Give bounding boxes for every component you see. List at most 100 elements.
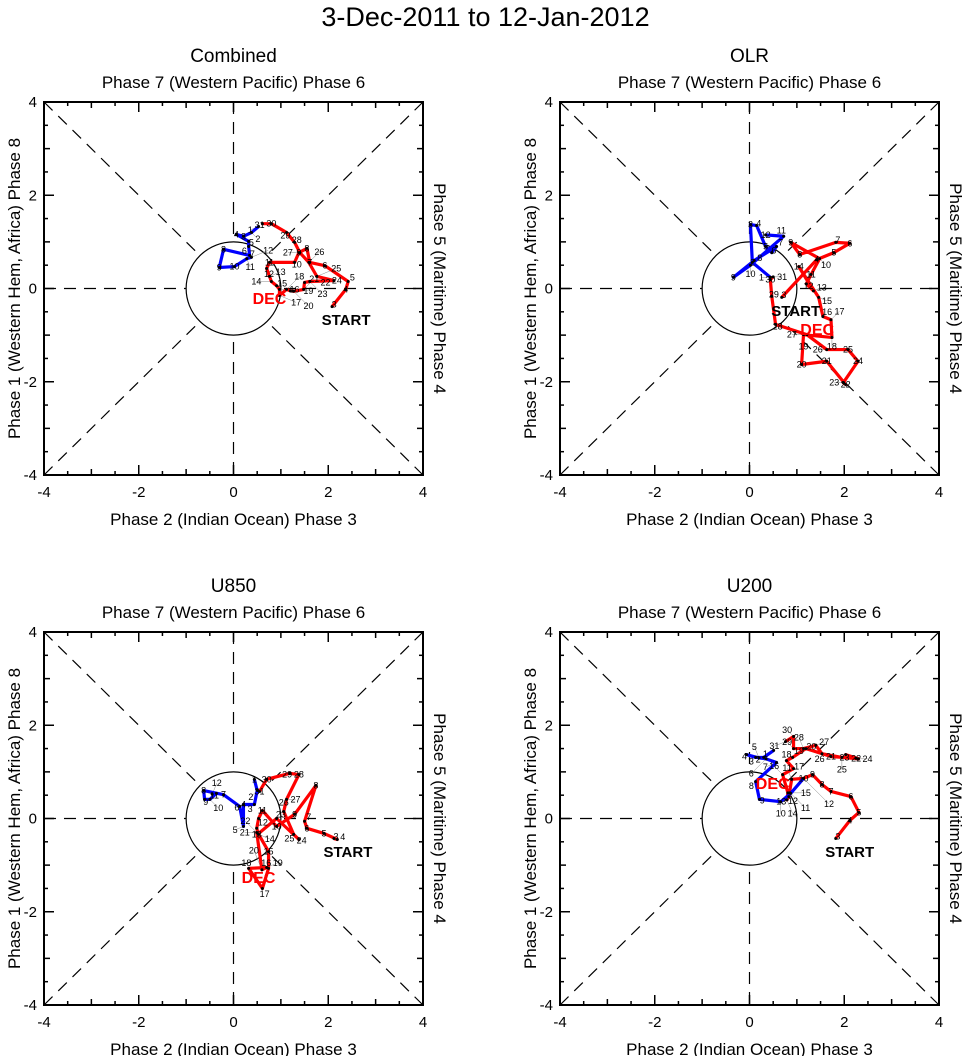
day-label: 22 [851,753,861,763]
day-point [846,348,850,352]
day-point [275,284,279,288]
left-phase-label: Phase 1 (Western Hem, Africa) Phase 8 [521,668,540,969]
day-point [791,755,795,759]
day-point [344,287,348,291]
day-point [202,789,206,793]
top-phase-label: Phase 7 (Western Pacific) Phase 6 [618,603,881,622]
label-leader-line [798,737,804,749]
day-label: 18 [827,341,837,351]
y-tick-label: 2 [29,717,37,734]
day-label: 14 [265,834,275,844]
day-point [232,265,236,269]
day-label: 11 [265,257,274,267]
left-phase-label: Phase 1 (Western Hem, Africa) Phase 8 [521,138,540,439]
day-point [829,318,833,322]
day-label: 10 [272,821,282,831]
day-point [203,797,207,801]
y-tick-label: -4 [24,467,37,484]
day-point [792,767,796,771]
day-point [277,293,281,297]
label-leader-line [279,295,297,303]
day-point [305,826,309,830]
day-label: 5 [763,242,768,252]
day-point [786,791,790,795]
day-point [260,809,264,813]
day-point [825,348,829,352]
day-label: 10 [776,809,786,819]
day-point [247,239,251,243]
day-label: 9 [292,809,297,819]
day-label: 6 [771,245,776,255]
day-label: 13 [252,829,262,839]
main-title: 3-Dec-2011 to 12-Jan-2012 [321,2,650,32]
day-label: 5 [752,742,757,752]
day-label: 12 [803,281,813,291]
day-label: 7 [828,786,833,796]
x-tick-label: 4 [419,484,427,501]
day-label: 13 [276,267,286,277]
day-point [775,761,779,765]
y-tick-label: -2 [540,374,553,391]
day-label: 19 [794,746,804,756]
day-label: 31 [769,741,779,751]
y-tick-label: 2 [545,717,553,734]
day-point [754,755,758,759]
day-point [258,789,262,793]
day-label: 2 [756,755,761,765]
day-point [841,381,845,385]
day-point [314,783,318,787]
day-point [789,791,793,795]
day-point [257,224,261,228]
day-label: 3 [835,831,840,841]
day-label: 21 [822,356,832,366]
day-label: 23 [840,752,850,762]
day-label: 29 [769,289,779,299]
day-point [784,759,788,763]
day-point [811,773,815,777]
day-point [241,824,245,828]
day-point [800,362,804,366]
day-label: 11 [777,226,786,236]
day-point [820,752,824,756]
day-point [268,274,272,278]
unit-circle [185,241,282,336]
day-label: 26 [314,247,324,257]
day-label: 16 [261,858,271,868]
day-label: 6 [749,769,754,779]
y-tick-label: 2 [545,187,553,204]
day-point [241,234,245,238]
right-phase-label: Phase 5 (Maritime) Phase 4 [946,713,965,924]
day-point [297,837,301,841]
day-label: 24 [297,836,307,846]
x-tick-label: 4 [935,1014,943,1031]
day-label: 2 [750,257,755,267]
day-label: 14 [251,277,261,287]
day-point [856,757,860,761]
day-point [335,837,339,841]
day-point [792,734,796,738]
day-point [332,279,336,283]
day-point [752,259,756,263]
day-point [245,257,249,261]
day-label: 26 [813,345,823,355]
day-label: 26 [815,754,825,764]
day-point [834,240,838,244]
day-label: 27 [291,794,301,804]
day-point [757,756,761,760]
day-label: 20 [797,359,807,369]
day-point [775,245,779,249]
day-label: 5 [856,807,861,817]
day-point [818,257,822,261]
day-label: 27 [787,330,797,340]
x-tick-label: -4 [37,1014,50,1031]
day-label: 12 [263,245,273,255]
day-label: 10 [229,262,239,272]
x-tick-label: -4 [553,1014,566,1031]
day-point [275,817,279,820]
day-point [292,832,296,836]
day-point [275,824,279,828]
day-point [779,800,783,804]
day-label: 4 [814,255,819,265]
day-point [303,280,307,284]
day-label: 1 [759,272,764,282]
